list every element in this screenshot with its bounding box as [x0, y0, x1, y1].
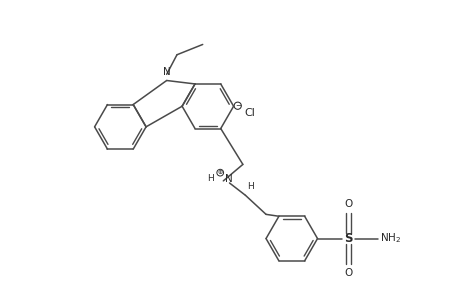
- Text: Cl: Cl: [243, 108, 254, 118]
- Text: O: O: [343, 268, 352, 278]
- Text: H: H: [247, 182, 254, 191]
- Text: H: H: [207, 174, 213, 183]
- Text: ⊕: ⊕: [217, 170, 222, 175]
- Text: −: −: [234, 103, 240, 109]
- Text: NH$_2$: NH$_2$: [379, 232, 400, 245]
- Text: N: N: [224, 174, 232, 184]
- Text: S: S: [343, 232, 352, 245]
- Text: N: N: [162, 68, 170, 77]
- Text: O: O: [343, 199, 352, 209]
